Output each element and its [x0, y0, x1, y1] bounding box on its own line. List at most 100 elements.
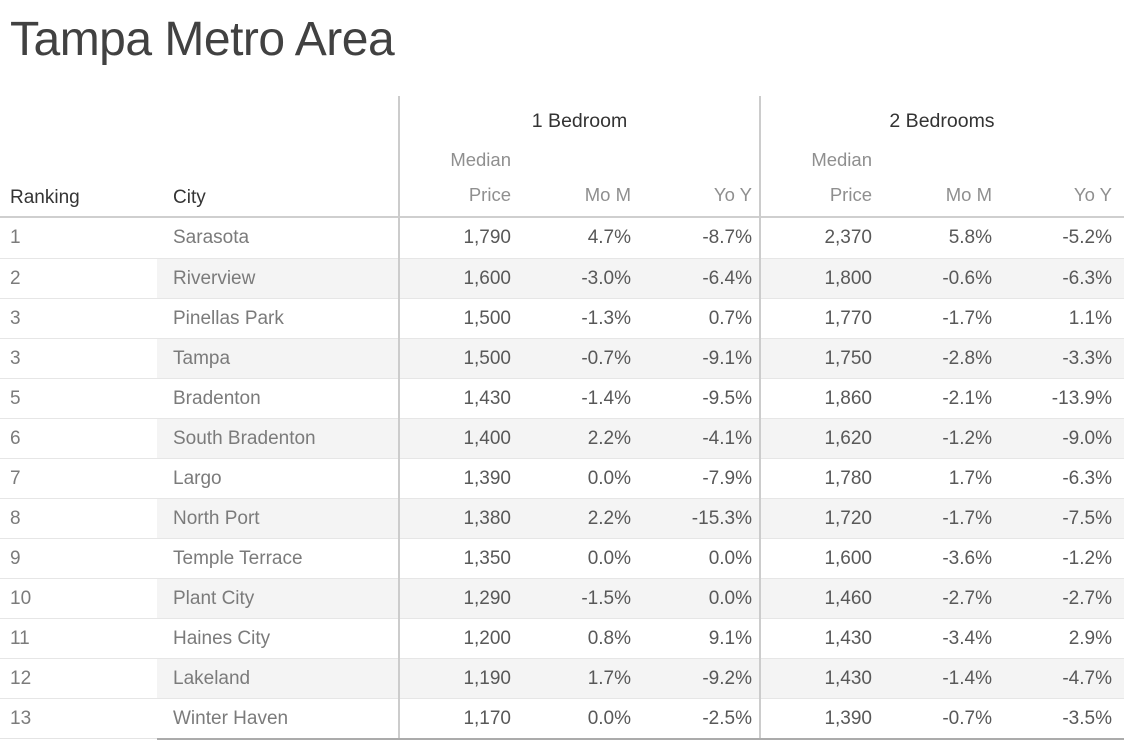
2br-yoy-cell: -6.3% [1000, 259, 1124, 298]
1br-yoy-cell: -2.5% [702, 707, 752, 729]
ranking-cell: 1 [0, 218, 157, 258]
2br-median-price-cell: 1,390 [824, 707, 872, 729]
2br-mom-cell: 5.8% [948, 227, 992, 248]
2br-yoy-cell: 1.1% [1068, 307, 1112, 329]
column-header-2br-yoy[interactable]: Yo Y [1073, 184, 1112, 205]
city-cell: Winter Haven [173, 707, 289, 729]
2br-yoy-cell: -3.5% [1062, 707, 1112, 729]
table-row: 1 Sarasota 1,790 4.7% -8.7% 2,370 5.8% -… [0, 218, 1124, 258]
2br-median-price-cell: 1,860 [824, 387, 872, 409]
2br-median-price-cell: 1,430 [824, 627, 872, 649]
city-cell: Lakeland [157, 659, 399, 698]
2br-median-price-cell: 1,620 [760, 419, 880, 458]
column-header-1br-yoy[interactable]: Yo Y [713, 184, 752, 205]
ranking-cell: 2 [0, 259, 157, 298]
1br-yoy-cell: -8.7% [702, 227, 752, 248]
table-row: 11 Haines City 1,200 0.8% 9.1% 1,430 -3.… [0, 618, 1124, 658]
city-cell: Pinellas Park [173, 307, 284, 329]
column-group-2-bedrooms[interactable]: 2 Bedrooms [889, 109, 995, 132]
ranking-cell: 6 [0, 419, 157, 458]
1br-yoy-cell: -4.1% [639, 419, 760, 458]
ranking-cell: 5 [0, 379, 157, 418]
table-row: 3 Tampa 1,500 -0.7% -9.1% 1,750 -2.8% -3… [0, 338, 1124, 378]
1br-yoy-cell: 9.1% [708, 627, 752, 649]
2br-yoy-cell: -1.2% [1062, 547, 1112, 569]
ranking-cell: 9 [0, 539, 157, 578]
1br-mom-cell: 0.0% [587, 467, 631, 489]
column-header-label: Median Price [811, 149, 872, 205]
2br-mom-cell: -0.7% [942, 707, 992, 729]
1br-median-price-cell: 1,380 [399, 499, 519, 538]
table-row: 7 Largo 1,390 0.0% -7.9% 1,780 1.7% -6.3… [0, 458, 1124, 498]
2br-yoy-cell: -4.7% [1000, 659, 1124, 698]
ranking-cell: 11 [0, 619, 157, 658]
2br-mom-cell: -0.6% [880, 259, 1000, 298]
2br-median-price-cell: 1,750 [760, 339, 880, 378]
ranking-cell: 13 [0, 699, 157, 738]
ranking-cell: 3 [0, 339, 157, 378]
2br-mom-cell: 1.7% [948, 467, 992, 489]
2br-yoy-cell: 2.9% [1068, 627, 1112, 649]
table-row: 10 Plant City 1,290 -1.5% 0.0% 1,460 -2.… [0, 578, 1124, 618]
table-row: 3 Pinellas Park 1,500 -1.3% 0.7% 1,770 -… [0, 298, 1124, 338]
2br-yoy-cell: -5.2% [1062, 227, 1112, 248]
ranking-cell: 12 [0, 659, 157, 698]
data-table: Ranking City 1 Bedroom 2 Bedrooms Median… [0, 96, 1124, 740]
1br-yoy-cell: 0.7% [708, 307, 752, 329]
table-row: 8 North Port 1,380 2.2% -15.3% 1,720 -1.… [0, 498, 1124, 538]
1br-median-price-cell: 1,290 [399, 579, 519, 618]
2br-mom-cell: -1.7% [880, 499, 1000, 538]
table-row: 13 Winter Haven 1,170 0.0% -2.5% 1,390 -… [0, 698, 1124, 738]
1br-median-price-cell: 1,170 [463, 707, 511, 729]
1br-yoy-cell: -15.3% [639, 499, 760, 538]
1br-mom-cell: 2.2% [519, 419, 639, 458]
2br-mom-cell: -3.4% [942, 627, 992, 649]
1br-median-price-cell: 1,430 [463, 387, 511, 409]
2br-yoy-cell: -7.5% [1000, 499, 1124, 538]
column-header-1br-mom[interactable]: Mo M [584, 184, 631, 205]
column-header-1br-median-price[interactable]: Median Price [399, 136, 519, 216]
1br-yoy-cell: -7.9% [702, 467, 752, 489]
table-row: 2 Riverview 1,600 -3.0% -6.4% 1,800 -0.6… [0, 258, 1124, 298]
1br-mom-cell: 2.2% [519, 499, 639, 538]
1br-median-price-cell: 1,500 [399, 339, 519, 378]
1br-yoy-cell: 0.0% [639, 579, 760, 618]
2br-median-price-cell: 1,600 [824, 547, 872, 569]
ranking-cell: 8 [0, 499, 157, 538]
table-row: 12 Lakeland 1,190 1.7% -9.2% 1,430 -1.4%… [0, 658, 1124, 698]
2br-yoy-cell: -3.3% [1000, 339, 1124, 378]
1br-yoy-cell: -9.5% [702, 387, 752, 409]
1br-mom-cell: -3.0% [519, 259, 639, 298]
city-cell: Riverview [157, 259, 399, 298]
1br-yoy-cell: -6.4% [639, 259, 760, 298]
2br-mom-cell: -3.6% [942, 547, 992, 569]
1br-mom-cell: 0.0% [587, 707, 631, 729]
city-cell: Tampa [157, 339, 399, 378]
column-header-2br-median-price[interactable]: Median Price [760, 136, 880, 216]
1br-median-price-cell: 1,350 [463, 547, 511, 569]
column-group-1-bedroom[interactable]: 1 Bedroom [531, 109, 628, 132]
table-body: 1 Sarasota 1,790 4.7% -8.7% 2,370 5.8% -… [0, 218, 1124, 738]
column-header-city[interactable]: City [173, 187, 206, 208]
2br-mom-cell: -1.7% [942, 307, 992, 329]
1br-mom-cell: 0.0% [587, 547, 631, 569]
ranking-cell: 7 [0, 459, 157, 498]
2br-median-price-cell: 1,460 [760, 579, 880, 618]
1br-median-price-cell: 1,600 [399, 259, 519, 298]
1br-median-price-cell: 1,790 [463, 227, 511, 248]
page-title: Tampa Metro Area [10, 13, 395, 66]
1br-mom-cell: 4.7% [587, 227, 631, 248]
table-row: 5 Bradenton 1,430 -1.4% -9.5% 1,860 -2.1… [0, 378, 1124, 418]
1br-median-price-cell: 1,200 [463, 627, 511, 649]
column-header-label: Median Price [450, 149, 511, 205]
column-header-2br-mom[interactable]: Mo M [945, 184, 992, 205]
2br-median-price-cell: 1,770 [824, 307, 872, 329]
city-cell: North Port [157, 499, 399, 538]
city-cell: Sarasota [173, 227, 250, 248]
table-row: 9 Temple Terrace 1,350 0.0% 0.0% 1,600 -… [0, 538, 1124, 578]
1br-mom-cell: -1.5% [519, 579, 639, 618]
1br-mom-cell: 1.7% [519, 659, 639, 698]
2br-mom-cell: -2.7% [880, 579, 1000, 618]
2br-yoy-cell: -2.7% [1000, 579, 1124, 618]
column-header-ranking[interactable]: Ranking [10, 187, 80, 208]
